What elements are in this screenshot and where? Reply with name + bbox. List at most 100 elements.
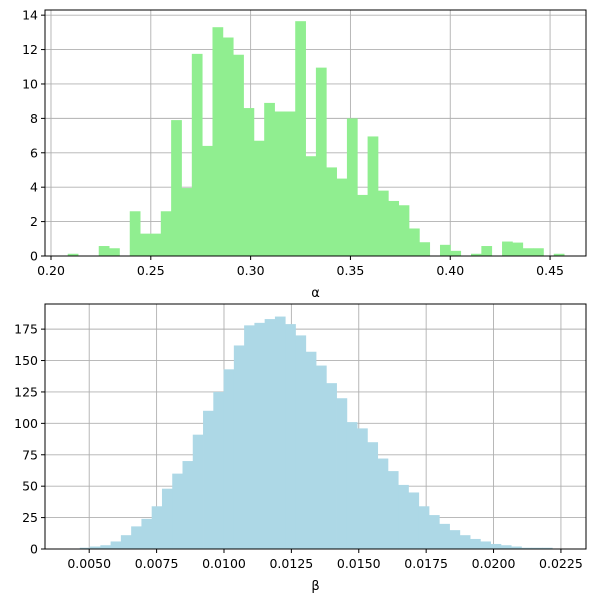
alpha-bar — [305, 156, 317, 256]
beta-y-tick-label: 25 — [22, 510, 38, 525]
alpha-bar — [346, 118, 358, 256]
beta-bar — [151, 506, 163, 549]
alpha-bar — [398, 205, 410, 256]
alpha-bar — [160, 211, 172, 256]
beta-bar — [398, 484, 409, 549]
alpha-bar — [181, 188, 193, 256]
beta-bar — [480, 541, 491, 549]
beta-x-tick-label: 0.0075 — [135, 556, 179, 571]
beta-bar — [182, 461, 194, 549]
alpha-bar — [98, 246, 110, 256]
alpha-x-axis: 0.20 0.25 0.30 0.35 0.40 0.45 — [37, 256, 564, 278]
beta-bar — [346, 422, 358, 549]
beta-bar — [326, 383, 337, 549]
beta-bar — [305, 351, 317, 549]
beta-bar — [387, 471, 399, 549]
beta-x-axis-label: β — [311, 579, 319, 594]
beta-x-tick-label: 0.0150 — [337, 556, 381, 571]
beta-bar — [377, 458, 389, 549]
beta-x-tick-label: 0.0050 — [67, 556, 111, 571]
beta-bar — [120, 535, 132, 549]
beta-x-axis: 0.0050 0.0075 0.0100 0.0125 0.0150 0.0175 0.02… — [67, 549, 583, 571]
alpha-histogram-panel: 0.20 0.25 0.30 0.35 0.40 0.45 0 2 4 6 8 10 12 14 α — [22, 8, 587, 301]
alpha-bar — [377, 190, 389, 256]
alpha-y-tick-label: 6 — [30, 145, 38, 160]
beta-bar — [141, 518, 153, 549]
alpha-bar — [315, 67, 327, 256]
beta-bar — [203, 410, 214, 549]
alpha-bar — [367, 136, 379, 256]
alpha-bar — [253, 140, 265, 256]
beta-bar — [541, 547, 553, 549]
beta-x-tick-label: 0.0100 — [202, 556, 246, 571]
alpha-bar — [295, 21, 306, 257]
alpha-bar — [233, 54, 244, 257]
beta-bar — [459, 535, 471, 549]
beta-bar — [244, 325, 255, 549]
alpha-bar — [264, 102, 275, 257]
alpha-y-tick-label: 10 — [22, 76, 38, 91]
beta-bar — [213, 391, 224, 549]
beta-x-tick-label: 0.0200 — [472, 556, 516, 571]
alpha-bar — [502, 241, 513, 256]
alpha-x-tick-label: 0.25 — [137, 263, 165, 278]
beta-bar — [428, 515, 440, 549]
alpha-y-tick-label: 14 — [22, 8, 38, 23]
alpha-x-tick-label: 0.35 — [337, 263, 365, 278]
beta-y-tick-label: 50 — [22, 479, 38, 494]
alpha-bar — [202, 145, 213, 256]
alpha-plot-frame — [44, 9, 587, 257]
alpha-y-tick-label: 0 — [30, 249, 38, 264]
beta-bar — [357, 428, 368, 549]
beta-bar — [161, 488, 173, 549]
alpha-grid — [45, 10, 586, 257]
beta-bar — [295, 335, 307, 549]
alpha-bar — [553, 253, 565, 256]
alpha-bar — [481, 246, 493, 256]
beta-bars — [79, 316, 553, 549]
alpha-y-tick-label: 4 — [30, 180, 38, 195]
alpha-bar — [140, 233, 151, 256]
beta-bar — [79, 547, 91, 549]
beta-y-axis: 0 25 50 75 100 125 150 175 — [14, 322, 45, 557]
beta-bar — [470, 538, 481, 549]
beta-x-tick-label: 0.0125 — [269, 556, 313, 571]
beta-bar — [449, 530, 461, 549]
alpha-bar — [522, 248, 534, 256]
alpha-bar — [533, 248, 544, 256]
beta-bar — [521, 547, 533, 549]
alpha-bar — [222, 37, 234, 256]
alpha-y-axis: 0 2 4 6 8 10 12 14 — [22, 8, 45, 264]
beta-bar — [274, 316, 286, 549]
beta-bar — [439, 523, 450, 549]
beta-bar — [223, 369, 235, 549]
beta-bar — [316, 365, 327, 549]
beta-bar — [233, 345, 245, 549]
alpha-bar — [419, 242, 431, 256]
alpha-bar — [450, 250, 462, 256]
beta-bar — [131, 526, 142, 549]
alpha-y-tick-label: 2 — [30, 214, 38, 229]
alpha-bar — [439, 244, 451, 256]
alpha-y-tick-label: 8 — [30, 111, 38, 126]
beta-y-tick-label: 175 — [14, 322, 38, 337]
beta-bar — [264, 319, 276, 549]
beta-bar — [285, 324, 296, 549]
beta-bar — [172, 473, 183, 549]
alpha-bar — [408, 228, 420, 256]
alpha-y-tick-label: 12 — [22, 42, 38, 57]
beta-bar — [336, 398, 348, 549]
beta-bar — [100, 545, 112, 549]
beta-bar — [531, 547, 543, 549]
beta-plot-frame — [44, 303, 587, 550]
alpha-x-tick-label: 0.45 — [536, 263, 564, 278]
alpha-bar — [512, 242, 524, 256]
beta-x-tick-label: 0.0225 — [539, 556, 583, 571]
beta-y-tick-label: 0 — [30, 542, 38, 557]
beta-bar — [418, 506, 430, 549]
alpha-x-axis-label: α — [311, 286, 320, 301]
beta-histogram-panel: 0.0050 0.0075 0.0100 0.0125 0.0150 0.0175 0.02… — [14, 303, 587, 594]
beta-y-tick-label: 75 — [22, 447, 38, 462]
alpha-bar — [191, 53, 203, 257]
